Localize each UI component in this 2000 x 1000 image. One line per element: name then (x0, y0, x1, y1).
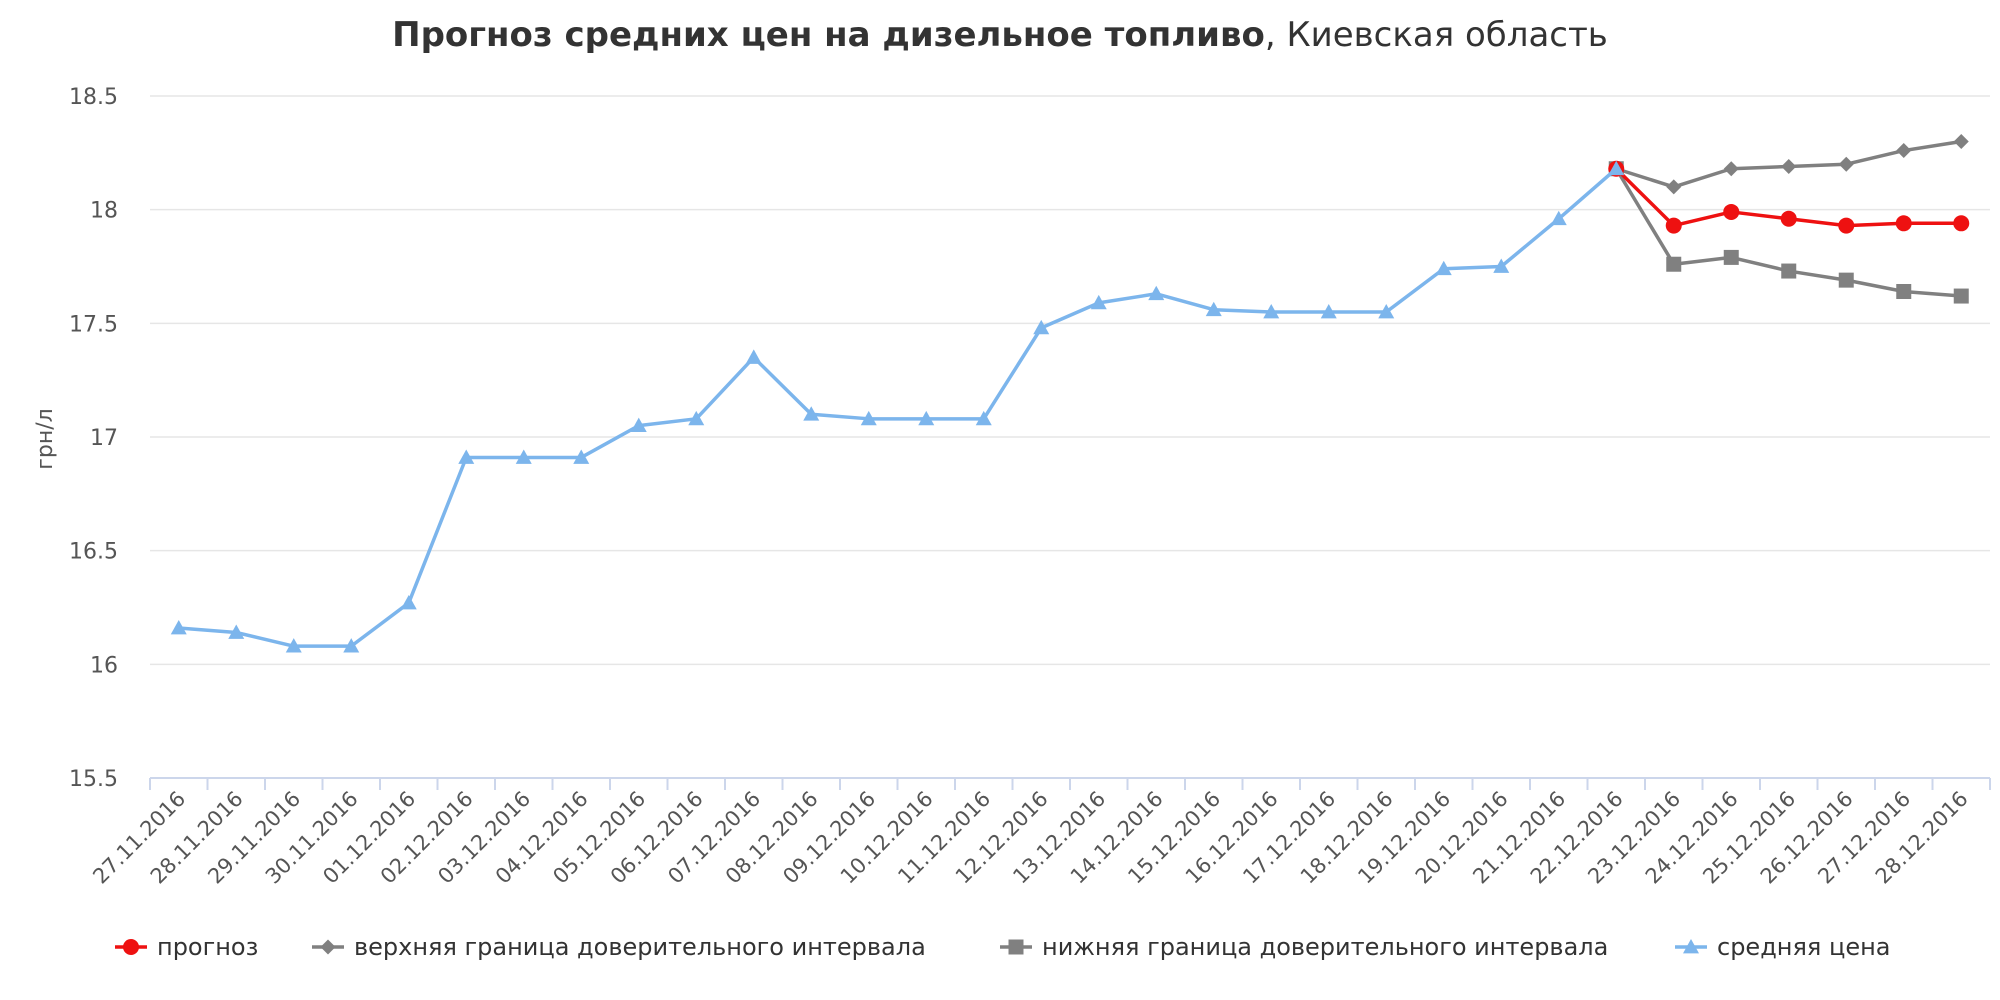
chart-title: Прогноз средних цен на дизельное топливо… (392, 15, 1608, 55)
data-point-average-price (515, 449, 532, 464)
data-point-average-price (803, 406, 820, 421)
data-point-forecast (1723, 203, 1740, 220)
chart-title-region: , Киевская область (1265, 15, 1608, 55)
data-point-average-price (1090, 294, 1107, 310)
data-point-average-price (860, 410, 877, 426)
y-tick-label: 16 (90, 653, 118, 678)
data-point-average-price (1378, 303, 1395, 319)
y-tick-label: 17 (90, 426, 118, 451)
data-point-average-price (688, 410, 705, 426)
data-point-average-price (630, 417, 647, 433)
series-line-average-price (178, 167, 1618, 648)
data-point-average-price (170, 619, 187, 635)
legend-item-upper-bound[interactable]: верхняя граница доверительного интервала (312, 933, 926, 961)
data-point-upper-bound (1781, 158, 1797, 174)
data-point-average-price (1320, 303, 1337, 319)
data-point-lower-bound (1723, 249, 1739, 265)
data-point-forecast (1953, 215, 1970, 232)
grid-lines (150, 95, 1990, 666)
data-point-average-price (1435, 260, 1452, 276)
legend-label: верхняя граница доверительного интервала (354, 933, 926, 961)
data-point-upper-bound (1953, 133, 1969, 149)
legend-label: прогноз (157, 933, 258, 961)
y-axis-label: грн/л (33, 408, 58, 469)
legend: прогноз верхняя граница доверительного ин… (115, 933, 1890, 961)
data-point-lower-bound (1781, 263, 1797, 279)
data-point-lower-bound (1953, 288, 1969, 304)
data-point-average-price (573, 449, 590, 464)
data-point-average-price (1033, 319, 1050, 335)
y-tick-label: 18 (90, 199, 118, 224)
y-axis-ticks: 15.5 16 16.5 17 17.5 18 18.5 (69, 85, 118, 792)
legend-label: средняя цена (1717, 933, 1890, 961)
y-tick-label: 18.5 (69, 85, 118, 110)
legend-marker-square (1008, 939, 1024, 955)
series-lines (170, 133, 1970, 653)
data-point-average-price (1608, 160, 1625, 176)
x-axis-ticks: 27.11.201628.11.201629.11.201630.11.2016… (88, 787, 1973, 889)
data-point-average-price (228, 624, 245, 639)
legend-marker-triangle (1683, 939, 1699, 954)
series-upper-bound (1608, 133, 1969, 195)
data-point-forecast (1838, 217, 1855, 234)
data-point-average-price (1263, 303, 1280, 319)
y-tick-label: 15.5 (69, 767, 118, 792)
data-point-upper-bound (1666, 179, 1682, 195)
data-point-lower-bound (1666, 256, 1682, 272)
chart-title-main: Прогноз средних цен на дизельное топливо (392, 15, 1265, 55)
legend-marker-diamond (320, 939, 336, 955)
series-average-price (170, 160, 1625, 653)
data-point-upper-bound (1838, 156, 1854, 172)
data-point-average-price (975, 410, 992, 426)
data-point-upper-bound (1723, 161, 1739, 177)
data-point-average-price (458, 449, 475, 464)
legend-marker-circle (123, 939, 139, 955)
data-point-average-price (1148, 285, 1165, 301)
data-point-average-price (1493, 258, 1510, 273)
data-point-average-price (285, 638, 302, 653)
data-point-average-price (400, 594, 417, 610)
data-point-lower-bound (1838, 272, 1854, 288)
y-tick-label: 16.5 (69, 540, 118, 565)
data-point-forecast (1780, 210, 1797, 227)
data-point-lower-bound (1896, 284, 1912, 300)
legend-item-average-price[interactable]: средняя цена (1675, 933, 1890, 961)
y-tick-label: 17.5 (69, 312, 118, 337)
data-point-average-price (343, 638, 360, 653)
x-axis (149, 777, 1991, 790)
legend-label: нижняя граница доверительного интервала (1042, 933, 1608, 961)
legend-item-forecast[interactable]: прогноз (115, 933, 258, 961)
data-point-average-price (1550, 210, 1567, 226)
data-point-average-price (918, 410, 935, 426)
data-point-average-price (1205, 301, 1222, 317)
data-point-average-price (745, 349, 762, 364)
data-point-upper-bound (1896, 143, 1912, 159)
data-point-forecast (1895, 215, 1912, 232)
data-point-forecast (1665, 217, 1682, 234)
legend-item-lower-bound[interactable]: нижняя граница доверительного интервала (1000, 933, 1608, 961)
